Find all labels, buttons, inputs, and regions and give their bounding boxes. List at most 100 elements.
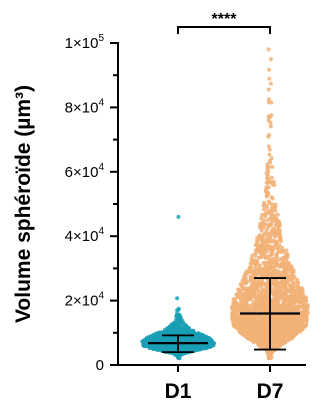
data-point xyxy=(258,250,263,255)
x-axis: D1 D7 xyxy=(118,364,306,403)
data-point xyxy=(282,278,287,283)
data-point xyxy=(299,305,304,309)
data-point xyxy=(265,205,270,210)
data-point xyxy=(285,254,290,259)
y-tick-label: 0 xyxy=(96,357,104,374)
data-point xyxy=(292,274,297,279)
data-point xyxy=(272,269,277,274)
data-point xyxy=(253,280,258,285)
data-point xyxy=(267,76,272,81)
data-point xyxy=(249,288,254,293)
data-point xyxy=(158,337,163,342)
data-point xyxy=(265,185,270,190)
data-point xyxy=(267,216,272,221)
data-point xyxy=(290,279,295,284)
data-point xyxy=(267,147,272,152)
data-point xyxy=(261,225,266,230)
data-point xyxy=(271,278,276,283)
data-point xyxy=(291,268,296,273)
data-point xyxy=(300,325,305,330)
data-point xyxy=(153,338,158,343)
x-tick-label-d7: D7 xyxy=(257,380,284,403)
data-point xyxy=(266,243,271,248)
data-point xyxy=(256,247,261,252)
data-point xyxy=(238,305,243,310)
data-point xyxy=(242,273,247,278)
data-point xyxy=(260,222,265,227)
data-point xyxy=(297,314,302,319)
data-point xyxy=(289,316,294,320)
data-point xyxy=(270,182,275,187)
data-point xyxy=(249,292,254,297)
data-point xyxy=(233,312,238,317)
data-point xyxy=(186,344,191,349)
data-point xyxy=(274,217,279,221)
data-point xyxy=(270,345,275,350)
data-point xyxy=(167,346,172,351)
data-point xyxy=(260,322,265,327)
data-point xyxy=(282,266,287,271)
data-point xyxy=(304,317,308,322)
data-point xyxy=(295,306,300,311)
data-point xyxy=(266,134,271,139)
data-point xyxy=(276,316,281,321)
data-point xyxy=(257,324,262,329)
data-point xyxy=(270,325,275,330)
data-point xyxy=(279,250,284,255)
data-point xyxy=(236,287,241,292)
data-point xyxy=(269,175,274,180)
data-point xyxy=(176,355,181,360)
data-point xyxy=(277,343,282,348)
data-point xyxy=(272,214,277,218)
data-point xyxy=(249,259,254,264)
data-point xyxy=(261,247,266,252)
data-point xyxy=(269,230,274,235)
data-point xyxy=(267,158,272,163)
data-point xyxy=(206,339,211,343)
data-point xyxy=(255,284,260,289)
data-point xyxy=(270,196,275,201)
data-point xyxy=(231,297,236,302)
data-point xyxy=(233,318,238,323)
data-point xyxy=(252,334,256,339)
data-point xyxy=(246,308,251,313)
data-point xyxy=(268,124,273,129)
data-point xyxy=(258,296,263,301)
data-point xyxy=(264,339,269,344)
data-point xyxy=(255,320,260,325)
significance-line xyxy=(177,26,271,34)
data-point xyxy=(249,316,253,321)
data-point xyxy=(267,353,272,358)
data-point xyxy=(170,337,175,342)
data-point xyxy=(291,286,296,290)
data-point xyxy=(293,320,298,325)
data-point xyxy=(259,228,264,233)
data-point xyxy=(271,293,276,298)
data-point xyxy=(276,219,281,224)
data-point xyxy=(293,327,298,332)
data-point xyxy=(174,318,178,322)
data-point xyxy=(273,274,278,279)
data-point xyxy=(269,100,274,105)
data-point xyxy=(238,330,243,335)
data-point xyxy=(261,251,266,255)
data-point xyxy=(296,281,301,285)
data-point xyxy=(187,329,192,334)
data-point xyxy=(257,308,262,313)
data-point xyxy=(273,296,278,301)
data-point xyxy=(302,314,307,319)
data-point xyxy=(265,288,270,293)
data-point xyxy=(266,144,271,149)
data-point xyxy=(268,121,273,125)
data-point xyxy=(265,176,270,181)
data-point xyxy=(163,331,168,336)
data-point xyxy=(230,317,235,322)
data-point xyxy=(150,334,155,339)
data-point xyxy=(237,295,242,300)
data-point xyxy=(283,296,288,301)
data-point xyxy=(244,297,249,302)
data-point xyxy=(289,292,294,297)
data-point xyxy=(253,328,258,333)
data-point xyxy=(288,298,293,303)
data-point xyxy=(253,258,258,263)
